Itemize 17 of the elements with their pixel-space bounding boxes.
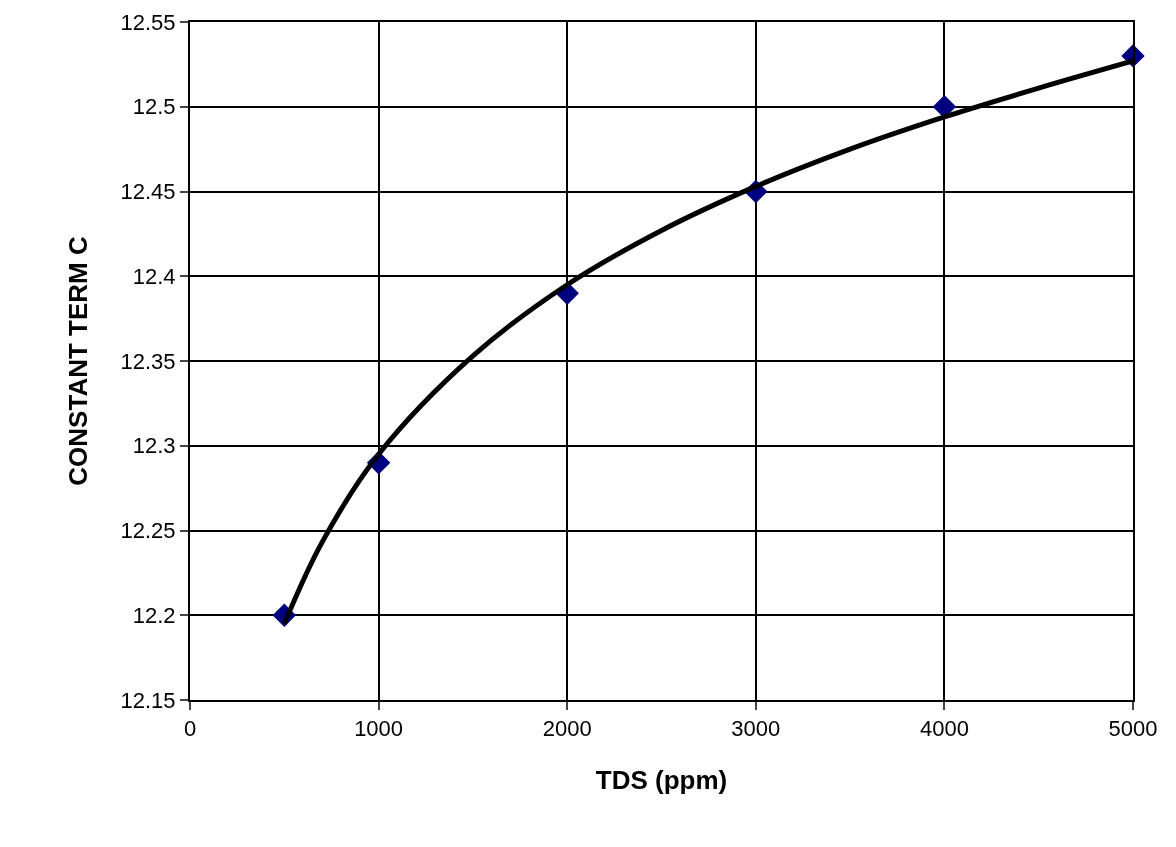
y-tick-label: 12.45 (120, 179, 176, 205)
y-axis-title: CONSTANT TERM C (63, 236, 94, 486)
y-tick-label: 12.4 (132, 263, 176, 289)
y-tick-label: 12.3 (132, 433, 176, 459)
x-tick-label: 4000 (919, 716, 969, 742)
y-tick-label: 12.2 (132, 602, 176, 628)
y-tick-label: 12.35 (120, 348, 176, 374)
y-tick-label: 12.15 (120, 687, 176, 713)
x-axis-title: TDS (ppm) (595, 764, 728, 795)
x-tick-label: 1000 (354, 716, 404, 742)
y-tick-label: 12.25 (120, 518, 176, 544)
y-tick-label: 12.55 (120, 9, 176, 35)
x-tick-label: 5000 (1108, 716, 1158, 742)
x-tick-label: 2000 (542, 716, 592, 742)
x-tick-label: 0 (183, 716, 197, 742)
y-tick-label: 12.5 (132, 94, 176, 120)
x-tick-label: 3000 (731, 716, 781, 742)
